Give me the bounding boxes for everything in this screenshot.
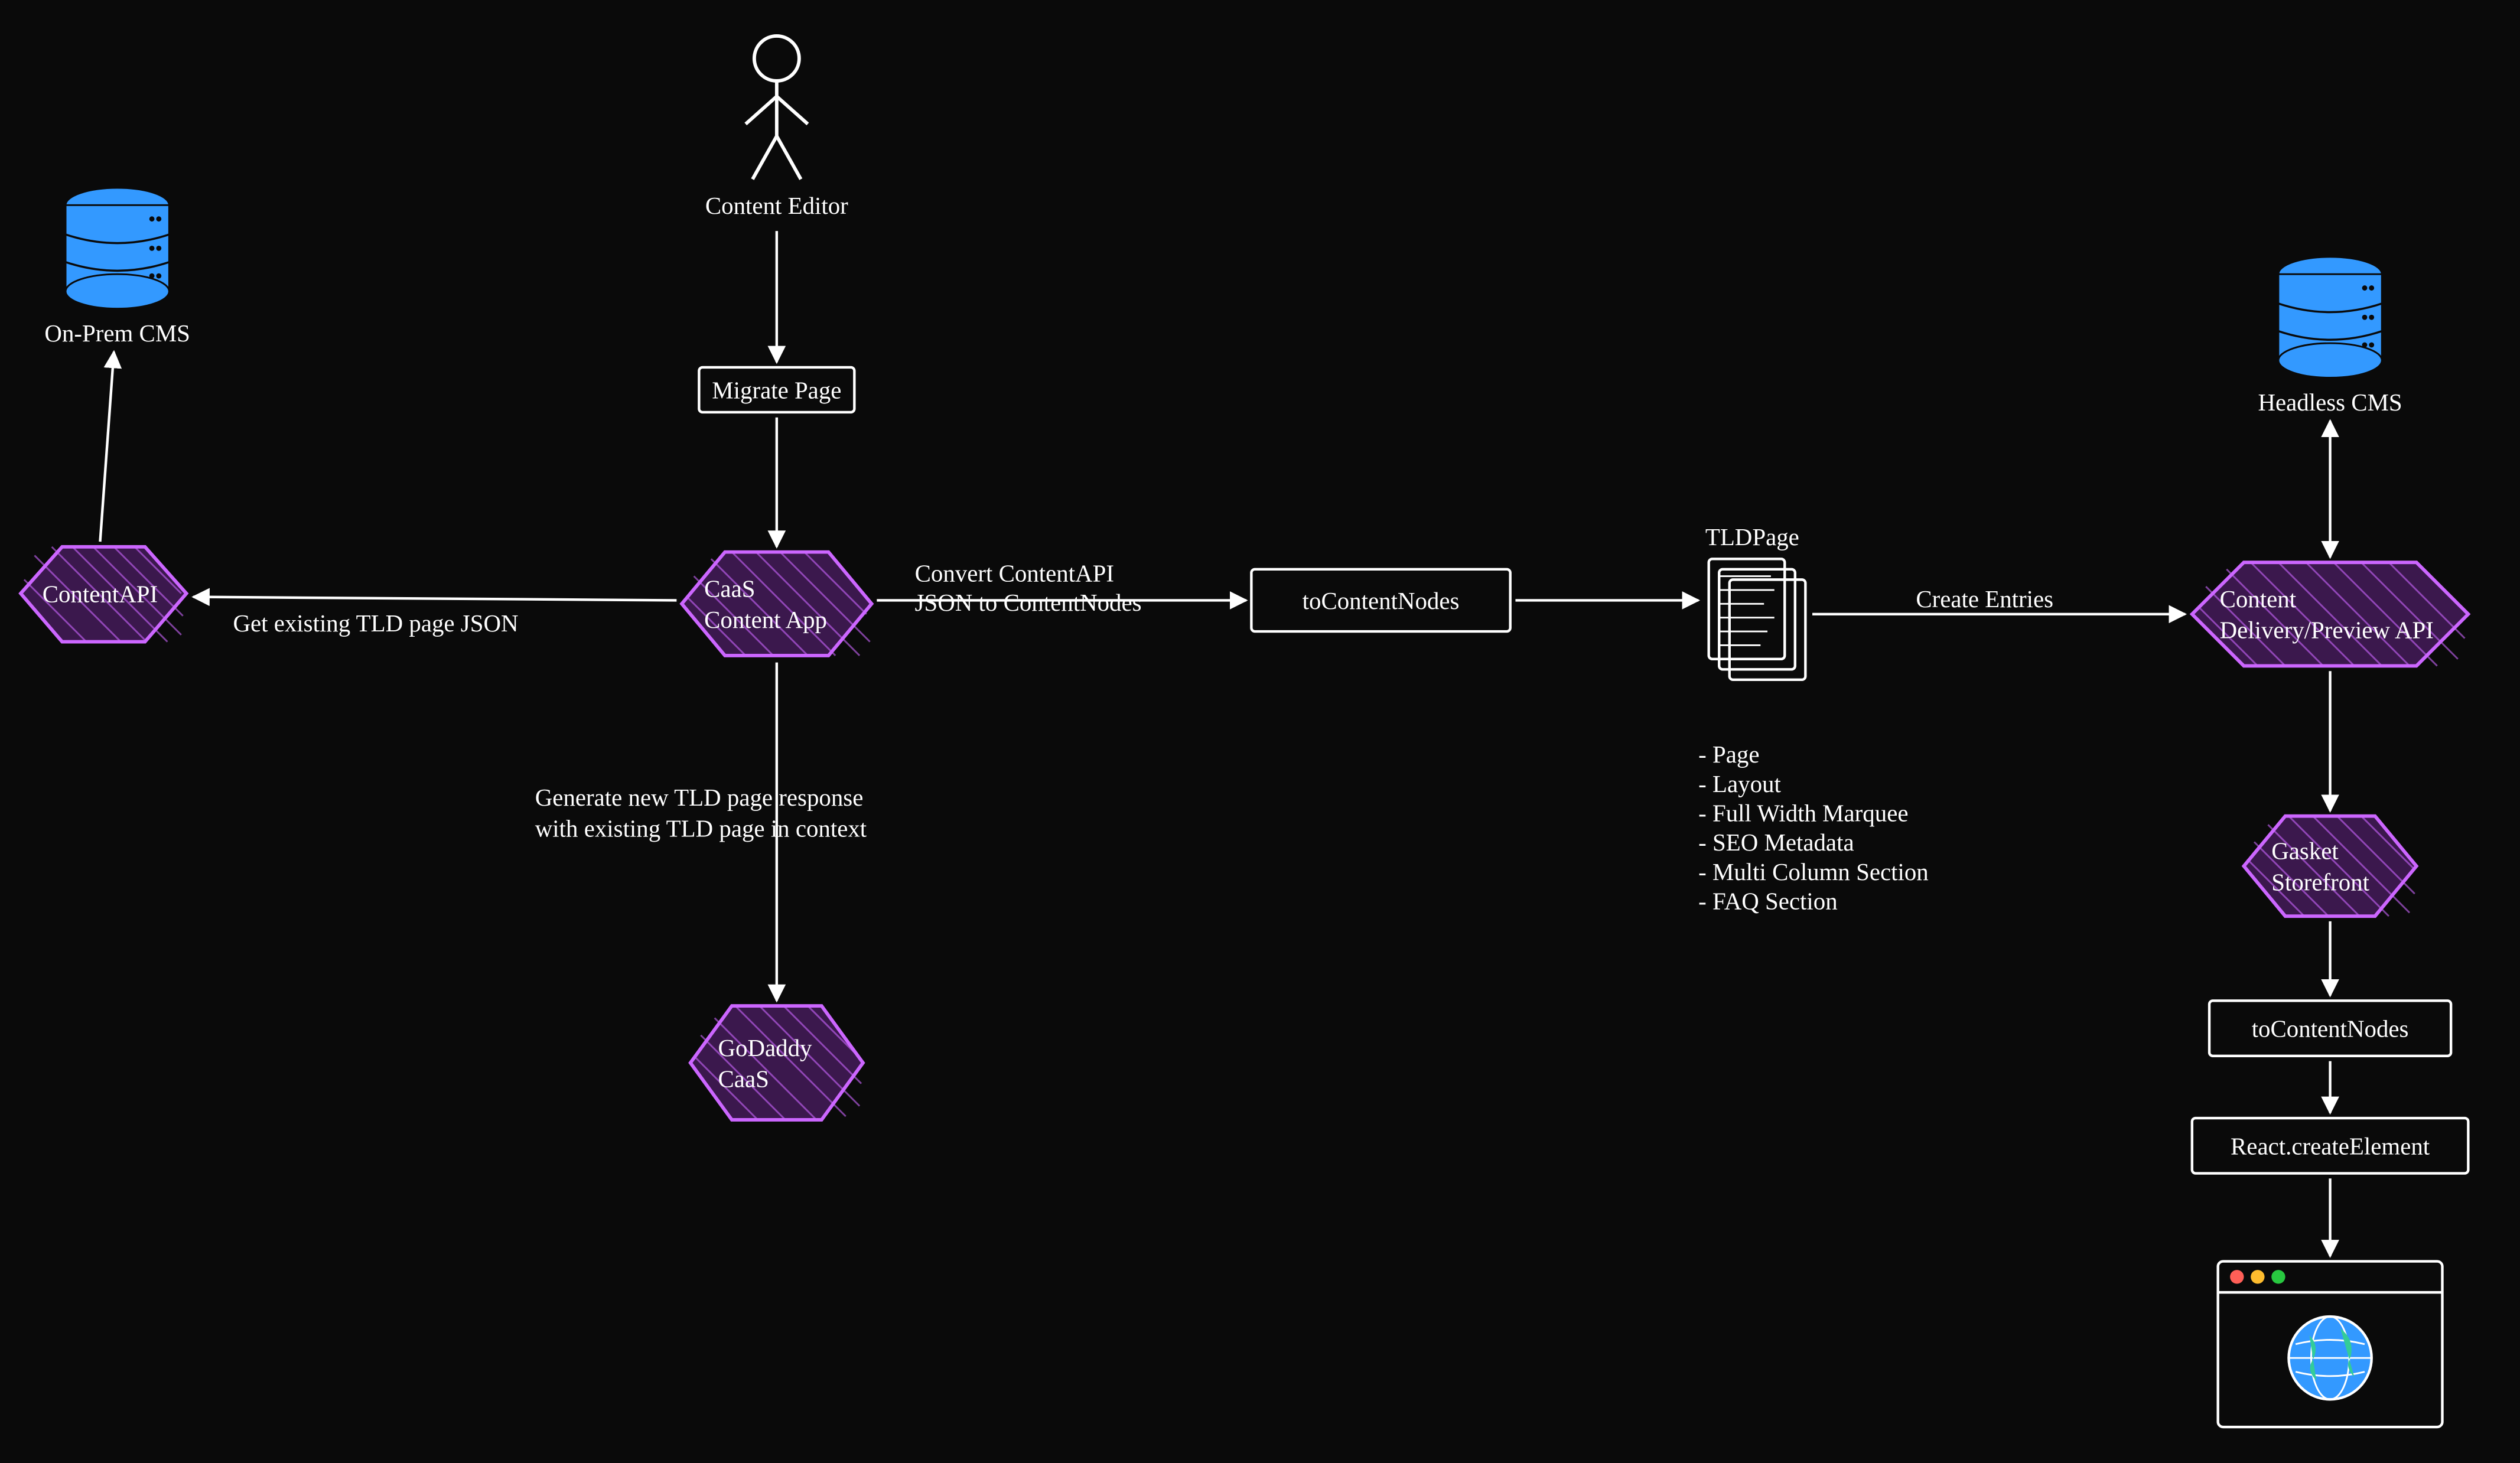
box-tcn2-label: toContentNodes bbox=[2252, 1016, 2409, 1042]
edge-label-gen2: with existing TLD page in context bbox=[535, 816, 867, 842]
hex-gasket-label2: Storefront bbox=[2271, 869, 2369, 895]
doc-item-4: - Multi Column Section bbox=[1698, 859, 1929, 885]
box-tocontentnodes2: toContentNodes bbox=[2209, 1001, 2451, 1056]
actor-content-editor: Content Editor bbox=[705, 36, 848, 219]
edge-label-get-json: Get existing TLD page JSON bbox=[233, 610, 518, 637]
arrow-contentapi-db bbox=[100, 352, 113, 542]
hex-delivery-label2: Delivery/Preview API bbox=[2220, 617, 2434, 644]
doc-title: TLDPage bbox=[1705, 524, 1799, 550]
doc-item-2: - Full Width Marquee bbox=[1698, 800, 1908, 826]
db-onprem-label: On-Prem CMS bbox=[44, 320, 190, 347]
db-onprem: On-Prem CMS bbox=[44, 188, 190, 347]
doc-item-5: - FAQ Section bbox=[1698, 888, 1837, 914]
box-migrate: Migrate Page bbox=[699, 367, 854, 412]
edge-label-create: Create Entries bbox=[1916, 586, 2053, 612]
edge-label-convert2: JSON to ContentNodes bbox=[915, 589, 1142, 616]
arrow-app-contentapi bbox=[193, 597, 676, 601]
hex-contentapi: ContentAPI bbox=[21, 547, 187, 642]
db-headless: Headless CMS bbox=[2258, 257, 2402, 416]
edge-label-gen1: Generate new TLD page response bbox=[535, 784, 864, 811]
hex-caas-app-label1: CaaS bbox=[704, 576, 755, 602]
hex-caas-app-label2: Content App bbox=[704, 607, 827, 633]
doc-item-0: - Page bbox=[1698, 741, 1759, 768]
db-headless-label: Headless CMS bbox=[2258, 389, 2402, 416]
hex-delivery-label1: Content bbox=[2220, 586, 2297, 612]
doc-stack: TLDPage - Page - Layout - Full Width Mar… bbox=[1698, 524, 1929, 915]
hex-godaddy: GoDaddy CaaS bbox=[691, 1006, 863, 1120]
doc-item-3: - SEO Metadata bbox=[1698, 829, 1854, 856]
browser-window bbox=[2218, 1262, 2443, 1428]
hex-gasket-label1: Gasket bbox=[2271, 838, 2339, 865]
globe-icon bbox=[2288, 1317, 2371, 1399]
hex-contentapi-label: ContentAPI bbox=[43, 581, 158, 607]
hex-gasket: Gasket Storefront bbox=[2244, 816, 2416, 916]
box-react-label: React.createElement bbox=[2231, 1133, 2430, 1159]
hex-caas-app: CaaS Content App bbox=[682, 552, 871, 656]
doc-item-1: - Layout bbox=[1698, 771, 1781, 797]
box-react: React.createElement bbox=[2192, 1118, 2469, 1174]
hex-godaddy-label1: GoDaddy bbox=[718, 1035, 813, 1061]
edge-label-convert1: Convert ContentAPI bbox=[915, 560, 1114, 586]
box-migrate-label: Migrate Page bbox=[712, 377, 841, 404]
actor-label: Content Editor bbox=[705, 193, 848, 219]
box-tocontentnodes1: toContentNodes bbox=[1251, 569, 1510, 631]
hex-delivery: Content Delivery/Preview API bbox=[2192, 562, 2469, 666]
hex-godaddy-label2: CaaS bbox=[718, 1066, 769, 1092]
box-tcn1-label: toContentNodes bbox=[1303, 588, 1460, 614]
